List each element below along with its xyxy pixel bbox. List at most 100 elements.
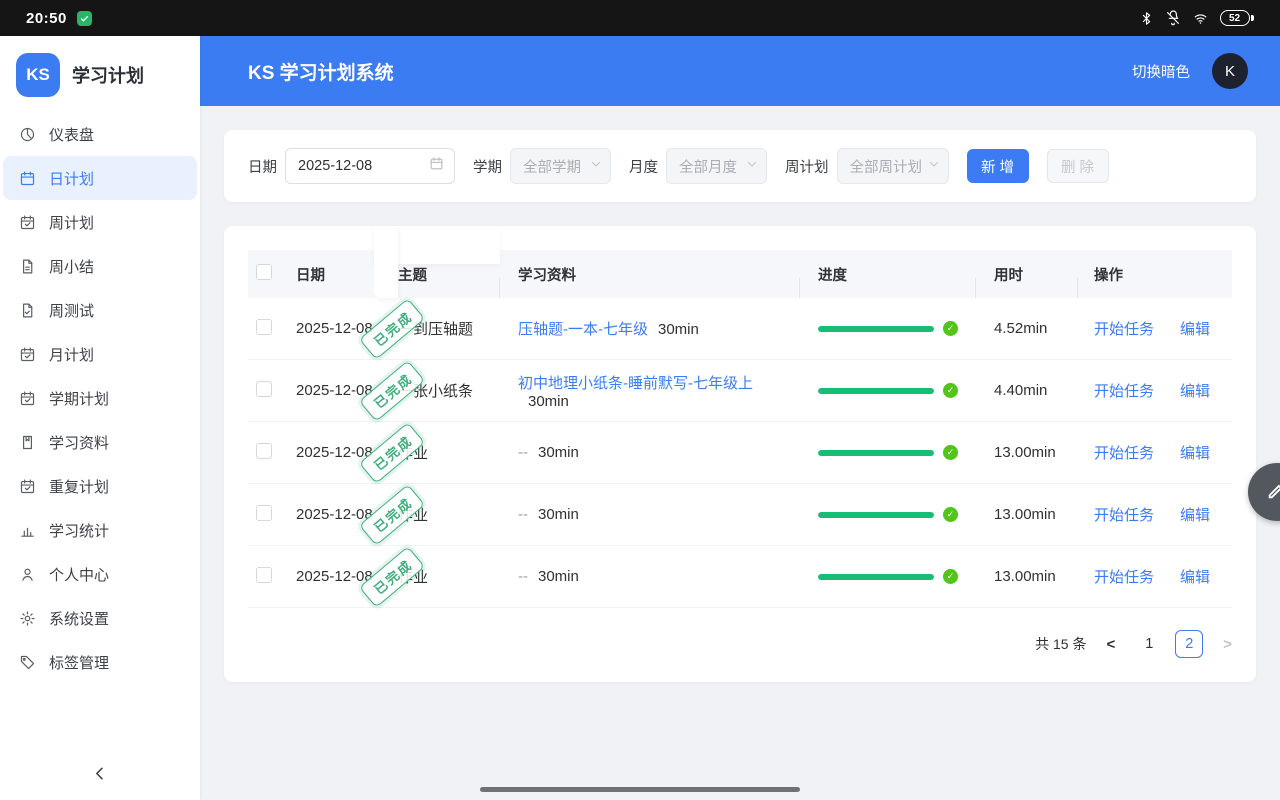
app-logo: KS xyxy=(16,52,60,97)
material-link[interactable]: 初中地理小纸条-睡前默写-七年级上 xyxy=(518,374,753,392)
page-title: KS 学习计划系统 xyxy=(248,62,394,84)
battery-level: 52 xyxy=(1219,10,1250,26)
page-button-2[interactable]: 2 xyxy=(1175,630,1204,658)
sidebar-item-4[interactable]: 周小结 xyxy=(3,244,197,288)
horizontal-scrollbar-thumb[interactable] xyxy=(480,787,800,792)
screenshot-badge-icon xyxy=(76,10,92,26)
edit-link[interactable]: 编辑 xyxy=(1180,383,1211,400)
material-duration: 30min xyxy=(528,392,569,410)
row-date: 2025-12-08 xyxy=(296,506,373,523)
sidebar-item-3[interactable]: 周计划 xyxy=(3,200,197,244)
row-checkbox[interactable] xyxy=(256,380,272,397)
sidebar-item-1[interactable]: 仪表盘 xyxy=(3,112,197,156)
month-select[interactable]: 全部月度 xyxy=(666,148,767,184)
bar-chart-icon xyxy=(18,521,36,539)
row-time-used: 13.00min xyxy=(994,506,1056,523)
material-empty: -- xyxy=(518,568,528,585)
progress-bar xyxy=(818,573,934,580)
status-bar: 20:50 52 xyxy=(0,0,1280,36)
theme-toggle-button[interactable]: 切换暗色 xyxy=(1132,64,1190,81)
sidebar-item-2[interactable]: 日计划 xyxy=(3,156,197,200)
progress-bar xyxy=(818,511,934,518)
semester-filter-label: 学期 xyxy=(473,159,502,176)
sidebar-item-10[interactable]: 学习统计 xyxy=(3,508,197,552)
chevron-down-icon xyxy=(746,158,758,174)
calendar-check-icon xyxy=(18,345,36,363)
semester-select[interactable]: 全部学期 xyxy=(510,148,611,184)
start-task-link[interactable]: 开始任务 xyxy=(1094,321,1155,338)
sidebar-item-6[interactable]: 月计划 xyxy=(3,332,197,376)
notifications-off-icon xyxy=(1165,10,1181,26)
row-checkbox[interactable] xyxy=(256,566,272,583)
table-row: 2025-12-08 一到压轴题 已完成 压轴题-一本-七年级 30min ✓ 4… xyxy=(248,297,1232,360)
dashboard-icon xyxy=(18,125,36,143)
material-link[interactable]: 压轴题-一本-七年级 xyxy=(518,321,648,338)
chevron-down-icon xyxy=(590,158,602,174)
row-time-used: 13.00min xyxy=(994,568,1056,585)
row-checkbox[interactable] xyxy=(256,442,272,459)
row-time-used: 4.52min xyxy=(994,320,1048,337)
app-logo-row: KS 学习计划 xyxy=(0,36,200,98)
page-button-1[interactable]: 1 xyxy=(1145,636,1154,652)
edit-link[interactable]: 编辑 xyxy=(1180,507,1211,524)
calendar-check-icon xyxy=(18,213,36,231)
sidebar-item-7[interactable]: 学期计划 xyxy=(3,376,197,420)
sidebar-item-8[interactable]: 学习资料 xyxy=(3,420,197,464)
edit-link[interactable]: 编辑 xyxy=(1180,569,1211,586)
next-page-button[interactable]: > xyxy=(1223,635,1232,653)
edit-link[interactable]: 编辑 xyxy=(1180,445,1211,462)
material-duration: 30min xyxy=(538,506,579,523)
table-row: 2025-12-08 作业 已完成 -- 30min ✓ 13.00min 开始任… xyxy=(248,421,1232,484)
row-checkbox[interactable] xyxy=(256,318,272,335)
edit-link[interactable]: 编辑 xyxy=(1180,321,1211,338)
semester-value: 全部学期 xyxy=(523,159,581,176)
sidebar-item-12[interactable]: 系统设置 xyxy=(3,596,197,640)
progress-bar xyxy=(818,387,934,394)
app-window: KS 学习计划系统 切换暗色 K KS 学习计划 仪表盘 日计划 周计划 周小结… xyxy=(0,36,1280,800)
start-task-link[interactable]: 开始任务 xyxy=(1094,383,1155,400)
progress-bar xyxy=(818,325,934,332)
column-date: 日期 xyxy=(296,267,325,284)
start-task-link[interactable]: 开始任务 xyxy=(1094,569,1155,586)
sidebar-item-11[interactable]: 个人中心 xyxy=(3,552,197,596)
progress-bar xyxy=(818,449,934,456)
main-content: 日期 2025-12-08 学期 全部学期 月度 xyxy=(200,106,1280,800)
app-header: KS 学习计划系统 切换暗色 K xyxy=(200,36,1280,106)
render-artifact-overlay xyxy=(374,226,398,298)
date-filter-label: 日期 xyxy=(248,159,277,176)
pagination-total: 共 15 条 xyxy=(1035,636,1087,652)
delete-button[interactable]: 删 除 xyxy=(1046,149,1109,183)
material-duration: 30min xyxy=(538,444,579,461)
select-all-checkbox[interactable] xyxy=(256,263,272,280)
avatar[interactable]: K xyxy=(1212,53,1248,89)
wifi-icon xyxy=(1192,11,1209,26)
week-plan-select[interactable]: 全部周计划 xyxy=(836,148,949,184)
chevron-left-icon xyxy=(91,767,110,787)
row-date: 2025-12-08 xyxy=(296,568,373,585)
sidebar-item-13[interactable]: 标签管理 xyxy=(3,640,197,684)
app-name: 学习计划 xyxy=(72,65,144,86)
row-checkbox[interactable] xyxy=(256,504,272,521)
row-time-used: 13.00min xyxy=(994,444,1056,461)
tag-icon xyxy=(18,653,36,671)
collapse-sidebar-button[interactable] xyxy=(91,764,110,788)
check-circle-icon: ✓ xyxy=(943,507,958,522)
calendar-check-icon xyxy=(18,477,36,495)
gear-icon xyxy=(18,609,36,627)
date-picker-input[interactable]: 2025-12-08 xyxy=(285,148,455,184)
battery-icon: 52 xyxy=(1219,10,1254,26)
sidebar-item-5[interactable]: 周测试 xyxy=(3,288,197,332)
column-material: 学习资料 xyxy=(518,267,576,284)
week-filter-label: 周计划 xyxy=(785,159,829,176)
add-button[interactable]: 新 增 xyxy=(966,149,1029,183)
prev-page-button[interactable]: < xyxy=(1106,635,1116,653)
start-task-link[interactable]: 开始任务 xyxy=(1094,507,1155,524)
calendar-check-icon xyxy=(18,389,36,407)
start-task-link[interactable]: 开始任务 xyxy=(1094,445,1155,462)
sidebar-item-9[interactable]: 重复计划 xyxy=(3,464,197,508)
calendar-icon xyxy=(429,156,444,176)
bluetooth-icon xyxy=(1139,11,1154,26)
check-circle-icon: ✓ xyxy=(943,321,958,336)
